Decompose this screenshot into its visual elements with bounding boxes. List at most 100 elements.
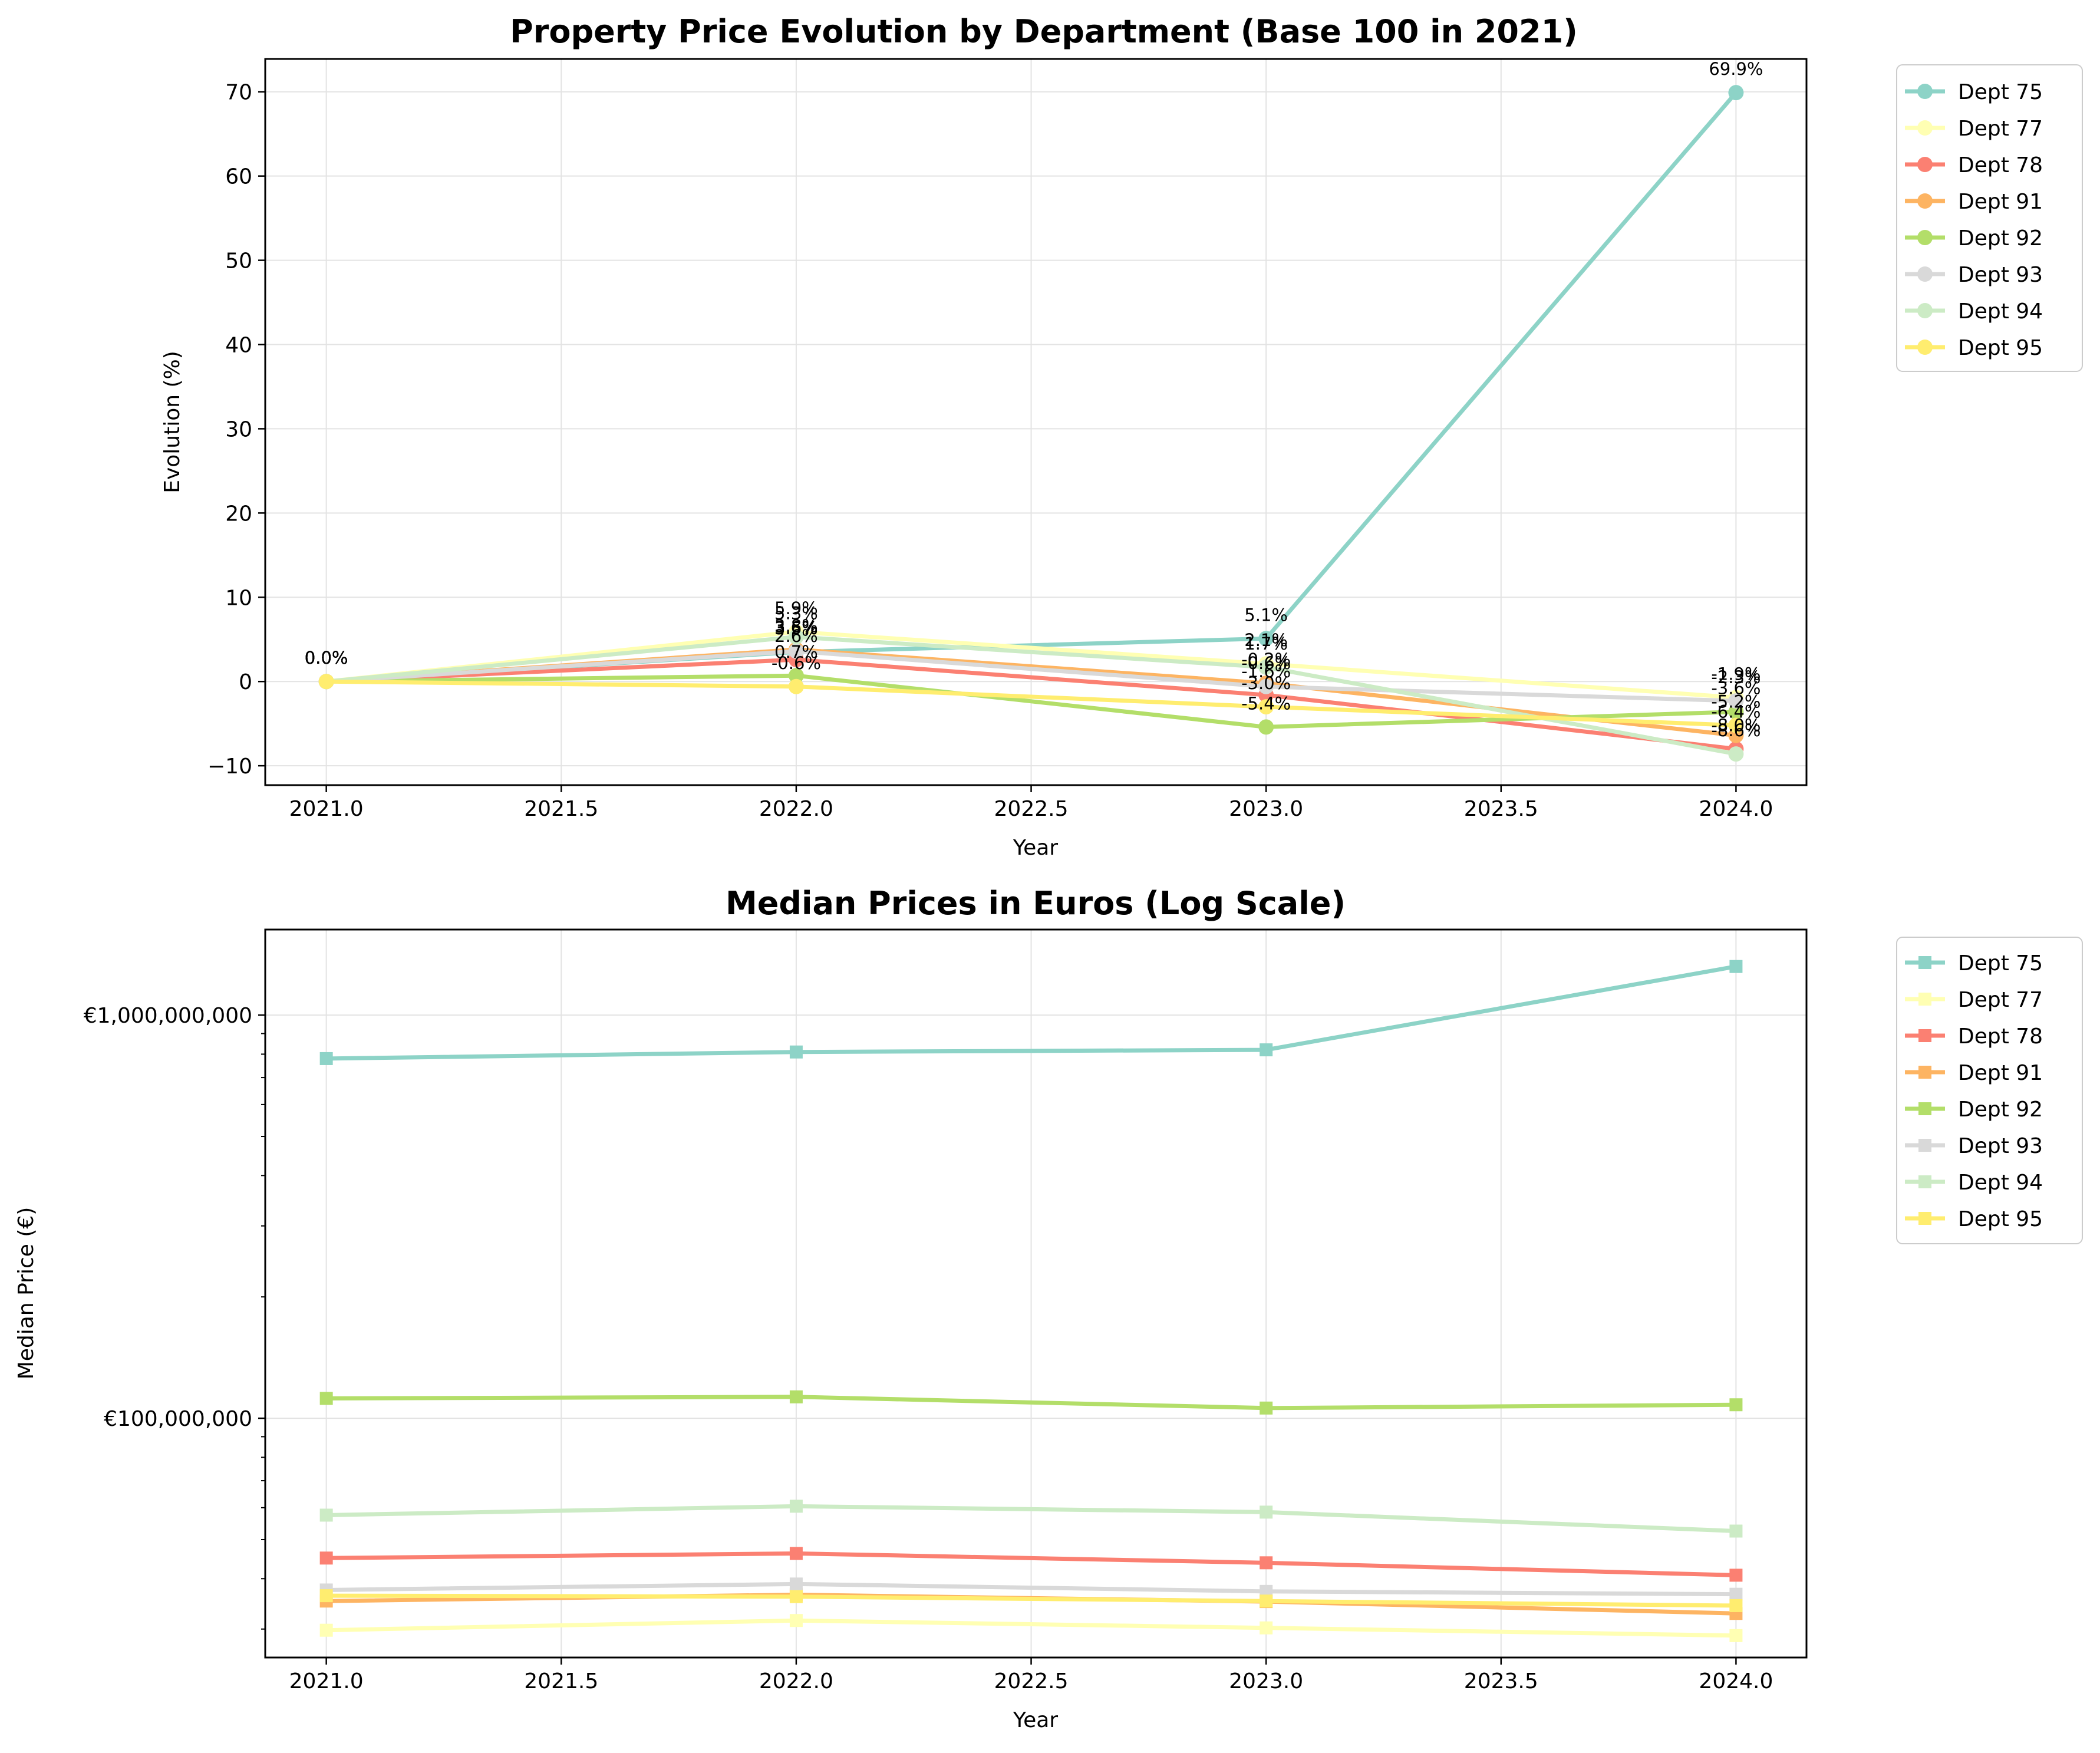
data-label: -3.6% xyxy=(1711,678,1761,698)
legend-item-dept-91: Dept 91 xyxy=(1905,1061,2043,1085)
data-point-marker xyxy=(1729,1398,1743,1412)
data-label: -3.0% xyxy=(1241,673,1291,693)
data-point-marker xyxy=(1728,693,1744,709)
x-tick-label: 2023.0 xyxy=(1229,797,1303,821)
data-point-marker xyxy=(1258,719,1274,735)
data-label: -0.6% xyxy=(1241,653,1291,673)
legend-label: Dept 78 xyxy=(1958,153,2043,177)
y-tick-label: 60 xyxy=(225,165,252,189)
series-dept-94 xyxy=(319,1500,1743,1538)
median-price-series-lines xyxy=(319,960,1743,1642)
data-label: -1.6% xyxy=(1241,661,1291,681)
legend-swatch-marker xyxy=(1918,1175,1931,1188)
data-point-marker xyxy=(319,1392,333,1405)
data-point-marker xyxy=(1260,1401,1273,1415)
data-label: 5.9% xyxy=(774,598,818,618)
data-point-marker xyxy=(1729,1629,1743,1642)
legend-item-dept-75: Dept 75 xyxy=(1905,951,2043,976)
evolution-plot-frame xyxy=(264,58,1808,786)
data-point-marker xyxy=(789,1614,803,1627)
legend-swatch-marker xyxy=(1918,1212,1931,1225)
legend-label: Dept 92 xyxy=(1958,226,2043,251)
data-point-marker xyxy=(789,1590,803,1603)
data-label: 5.3% xyxy=(774,603,818,623)
x-tick-label: 2024.0 xyxy=(1699,797,1773,821)
data-label: -0.2% xyxy=(1241,650,1291,670)
series-line xyxy=(324,964,1738,1061)
data-point-marker xyxy=(1729,1599,1743,1612)
x-tick-label: 2022.0 xyxy=(759,797,833,821)
evolution-legend-box xyxy=(1896,64,2083,372)
data-point-marker xyxy=(1260,1556,1273,1570)
data-label: -6.4% xyxy=(1711,702,1761,722)
data-point-marker xyxy=(1728,717,1744,733)
data-point-marker xyxy=(319,1623,333,1637)
legend-swatch-marker xyxy=(1918,1139,1931,1152)
legend-item-dept-91: Dept 91 xyxy=(1905,190,2043,214)
data-point-marker xyxy=(318,674,334,690)
legend-label: Dept 75 xyxy=(1958,80,2043,104)
y-tick-label: 10 xyxy=(225,586,252,610)
series-dept-92 xyxy=(319,1390,1743,1415)
x-tick-label: 2021.0 xyxy=(289,797,364,821)
legend-label: Dept 78 xyxy=(1958,1024,2043,1049)
legend-item-dept-77: Dept 77 xyxy=(1905,117,2043,141)
data-label: -2.3% xyxy=(1711,667,1761,687)
y-tick-label: −10 xyxy=(207,754,252,779)
series-line xyxy=(324,1581,1738,1597)
series-dept-94 xyxy=(318,629,1744,762)
median-price-x-axis: 2021.0 2021.5 2022.0 2022.5 2023.0 2023.5 2024… xyxy=(289,1658,1773,1693)
data-point-marker xyxy=(1260,1043,1273,1057)
legend-swatch-marker xyxy=(1917,193,1933,209)
x-tick-label: 2022.5 xyxy=(994,1669,1069,1693)
data-point-marker xyxy=(319,1589,333,1603)
data-point-marker xyxy=(1729,960,1743,973)
legend-item-dept-78: Dept 78 xyxy=(1905,153,2043,177)
evolution-y-axis: −10 0 10 20 30 40 50 60 70 xyxy=(207,81,265,779)
x-tick-label: 2022.5 xyxy=(994,797,1069,821)
legend-swatch-marker xyxy=(1918,1102,1931,1115)
data-point-marker xyxy=(1258,631,1274,647)
legend-label: Dept 94 xyxy=(1958,1171,2043,1195)
x-tick-label: 2024.0 xyxy=(1699,1669,1773,1693)
x-tick-label: 2023.5 xyxy=(1464,1669,1538,1693)
data-label: -8.0% xyxy=(1711,716,1761,736)
data-point-marker xyxy=(788,643,804,659)
evolution-chart-title: Property Price Evolution by Department (… xyxy=(510,13,1578,50)
data-label: 2.1% xyxy=(1244,630,1288,650)
y-tick-label: 20 xyxy=(225,502,252,526)
legend-swatch-marker xyxy=(1917,340,1933,355)
legend-swatch-marker xyxy=(1917,84,1933,99)
data-point-marker xyxy=(1258,659,1274,675)
data-label: -5.4% xyxy=(1241,693,1291,713)
legend-item-dept-93: Dept 93 xyxy=(1905,263,2043,287)
data-label: -5.2% xyxy=(1711,692,1761,712)
data-label: 3.8% xyxy=(774,616,818,636)
legend-swatch-marker xyxy=(1918,993,1931,1006)
legend-item-dept-78: Dept 78 xyxy=(1905,1024,2043,1049)
median-price-legend-box xyxy=(1896,937,2083,1244)
y-tick-label: 40 xyxy=(225,334,252,358)
data-point-marker xyxy=(1260,1505,1273,1519)
evolution-series-lines xyxy=(318,85,1744,762)
data-label: 1.7% xyxy=(1244,634,1288,654)
legend-label: Dept 95 xyxy=(1958,1207,2043,1231)
legend-swatch-marker xyxy=(1917,266,1933,282)
legend-item-dept-75: Dept 75 xyxy=(1905,80,2043,104)
legend-label: Dept 93 xyxy=(1958,263,2043,287)
series-line xyxy=(324,673,1738,729)
series-line xyxy=(324,634,1738,756)
series-line xyxy=(324,657,1738,752)
data-point-marker xyxy=(1258,699,1274,715)
legend-swatch-marker xyxy=(1917,157,1933,172)
data-point-marker xyxy=(1728,746,1744,762)
data-label: 2.6% xyxy=(774,626,818,646)
data-point-marker xyxy=(788,678,804,694)
data-point-marker xyxy=(1729,1524,1743,1538)
legend-label: Dept 91 xyxy=(1958,190,2043,214)
x-tick-label: 2021.5 xyxy=(524,1669,598,1693)
data-label: 0.0% xyxy=(305,648,348,668)
legend-label: Dept 92 xyxy=(1958,1098,2043,1122)
data-label: -8.6% xyxy=(1711,720,1761,740)
